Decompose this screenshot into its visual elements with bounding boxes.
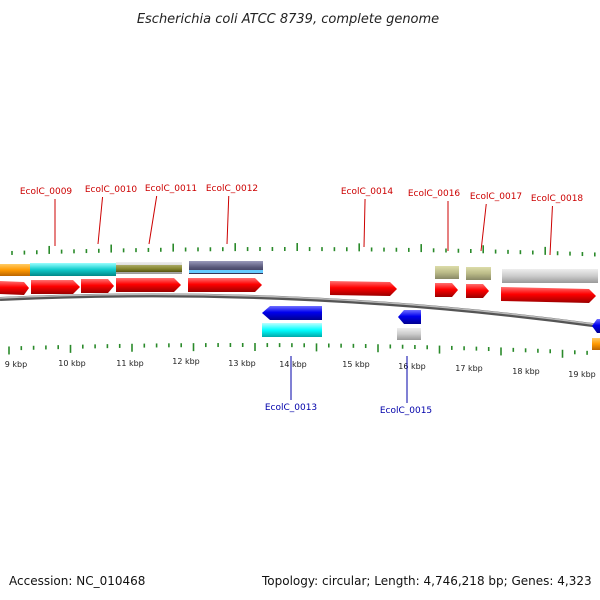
gene-label[interactable]: EcolC_0012 xyxy=(206,184,258,194)
feature-track xyxy=(0,261,598,283)
feature-bar xyxy=(466,267,491,280)
gene-leader-line xyxy=(480,203,487,252)
gene-label[interactable]: EcolC_0014 xyxy=(341,187,394,197)
cds-arrow[interactable] xyxy=(262,306,322,320)
cds-arrow[interactable] xyxy=(501,287,596,303)
gene-label[interactable]: EcolC_0013 xyxy=(265,403,317,413)
feature-bar xyxy=(189,270,263,273)
gene-label[interactable]: EcolC_0011 xyxy=(145,184,197,194)
gene-leader-line xyxy=(226,195,230,245)
gene-label[interactable]: EcolC_0016 xyxy=(408,189,461,199)
gene-leader-line xyxy=(549,205,553,256)
kbp-tick-label: 12 kbp xyxy=(172,357,200,366)
kbp-tick-label: 18 kbp xyxy=(512,367,540,376)
gene-label[interactable]: EcolC_0010 xyxy=(85,185,138,195)
genome-backbone-highlight xyxy=(0,293,600,326)
gene-label[interactable]: EcolC_0009 xyxy=(20,187,73,197)
reverse-gene-labels: EcolC_0013 EcolC_0015 xyxy=(265,356,432,416)
kbp-tick-label: 9 kbp xyxy=(5,360,27,369)
gene-leader-line xyxy=(363,198,366,248)
cds-arrow[interactable] xyxy=(398,310,421,324)
accession-label: Accession: NC_010468 xyxy=(9,574,146,588)
forward-cds-track xyxy=(0,278,596,303)
cds-arrow[interactable] xyxy=(116,278,181,292)
kbp-tick-label: 17 kbp xyxy=(455,364,483,373)
feature-bar xyxy=(592,338,600,350)
map-title: Escherichia coli ATCC 8739, complete gen… xyxy=(137,12,439,27)
cds-arrow[interactable] xyxy=(31,280,80,294)
kbp-tick-label: 19 kbp xyxy=(568,370,596,379)
lower-tick-row xyxy=(8,343,588,358)
cds-arrow[interactable] xyxy=(81,279,114,293)
kbp-tick-label: 16 kbp xyxy=(398,362,426,371)
gene-label[interactable]: EcolC_0015 xyxy=(380,406,432,416)
kbp-tick-label: 15 kbp xyxy=(342,360,370,369)
kbp-tick-label: 11 kbp xyxy=(116,359,144,368)
upper-tick-row xyxy=(11,243,596,257)
feature-bar xyxy=(397,328,421,340)
feature-bar xyxy=(435,266,459,279)
gene-label[interactable]: EcolC_0017 xyxy=(470,192,522,202)
feature-bar xyxy=(502,269,598,283)
kbp-scale: 9 kbp 10 kbp 11 kbp 12 kbp 13 kbp 14 kbp 15 kb… xyxy=(5,357,596,379)
feature-bar xyxy=(0,264,30,276)
feature-bar xyxy=(116,265,182,272)
cds-arrow[interactable] xyxy=(330,281,397,296)
kbp-tick-label: 13 kbp xyxy=(228,359,256,368)
gene-leader-line xyxy=(97,196,104,245)
feature-bar xyxy=(262,323,322,337)
cds-arrow[interactable] xyxy=(435,283,458,297)
reverse-cds-track xyxy=(262,306,600,350)
genome-summary: Topology: circular; Length: 4,746,218 bp… xyxy=(262,574,592,588)
kbp-tick-label: 10 kbp xyxy=(58,359,86,368)
cds-arrow[interactable] xyxy=(466,284,489,298)
cds-arrow[interactable] xyxy=(0,281,29,295)
genome-backbone xyxy=(0,293,600,328)
forward-gene-labels: EcolC_0009 EcolC_0010 EcolC_0011 EcolC_0012… xyxy=(20,184,584,256)
gene-leader-line xyxy=(148,195,158,245)
kbp-tick-label: 14 kbp xyxy=(279,360,307,369)
gene-label[interactable]: EcolC_0018 xyxy=(531,194,584,204)
feature-bar xyxy=(30,263,116,276)
cds-arrow[interactable] xyxy=(188,278,262,292)
cds-arrow[interactable] xyxy=(592,319,600,333)
